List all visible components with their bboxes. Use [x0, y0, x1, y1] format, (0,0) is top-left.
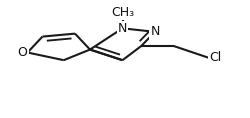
- Text: N: N: [150, 25, 160, 38]
- Text: O: O: [18, 46, 28, 59]
- Text: Cl: Cl: [209, 51, 221, 64]
- Text: CH₃: CH₃: [111, 6, 134, 19]
- Text: N: N: [118, 22, 127, 35]
